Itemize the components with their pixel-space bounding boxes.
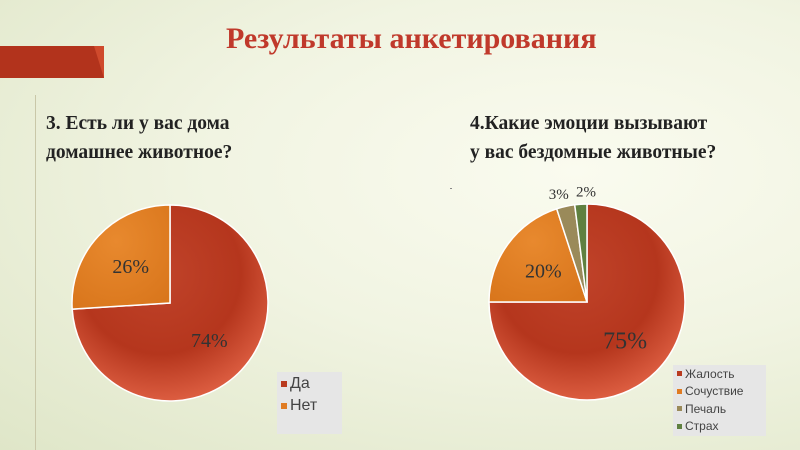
legend-label: Да [290, 375, 310, 392]
chart-2-legend: Жалость Сочуствие Печаль Страх [673, 365, 766, 436]
pie2-label-2: 3% [549, 187, 569, 203]
legend-swatch [677, 406, 682, 412]
pie1-label-0: 74% [191, 330, 228, 352]
legend-item-strakh: Страх [673, 418, 766, 436]
legend-swatch [677, 423, 682, 429]
legend-item-net: Нет [277, 396, 342, 416]
chart-1-title: 3. Есть ли у вас дома домашнее животное? [46, 109, 232, 167]
pie2-label-3: 2% [576, 184, 596, 200]
legend-swatch [281, 381, 287, 387]
decorative-line [35, 95, 36, 450]
page-title: Результаты анкетирования [226, 22, 597, 55]
legend-label: Сочуствие [685, 384, 744, 399]
pie2-label-0: 75% [603, 329, 647, 355]
legend-item-sochuvstvie: Сочуствие [673, 383, 766, 401]
chart-1-title-line-1: 3. Есть ли у вас дома [46, 113, 230, 134]
chart-2-title: 4.Какие эмоции вызывают у вас бездомные … [470, 109, 716, 167]
chart-1-legend: Да Нет [277, 372, 342, 434]
pie1-slice-1 [71, 204, 171, 310]
legend-label: Печаль [685, 401, 727, 416]
legend-swatch [677, 371, 682, 377]
legend-item-da: Да [277, 374, 342, 394]
legend-swatch [677, 388, 682, 394]
chart-1-title-line-2: домашнее животное? [46, 142, 233, 163]
legend-swatch [281, 403, 287, 409]
chart-2-title-line-1: 4.Какие эмоции вызывают [470, 113, 708, 134]
chart-2-title-line-2: у вас бездомные животные? [470, 142, 717, 163]
decorative-dot [450, 188, 452, 189]
pie2-label-1: 20% [525, 260, 562, 282]
pie2-slice-3 [573, 203, 588, 303]
legend-label: Жалость [685, 366, 735, 381]
pie1-label-1: 26% [112, 256, 149, 278]
legend-label: Страх [685, 419, 719, 434]
accent-bar [0, 46, 104, 78]
legend-item-pechal: Печаль [673, 400, 766, 418]
pie2-slice-0 [488, 203, 686, 401]
legend-label: Нет [290, 397, 318, 414]
legend-item-zhalost: Жалость [673, 365, 766, 383]
pie2-slice-1 [488, 207, 589, 303]
